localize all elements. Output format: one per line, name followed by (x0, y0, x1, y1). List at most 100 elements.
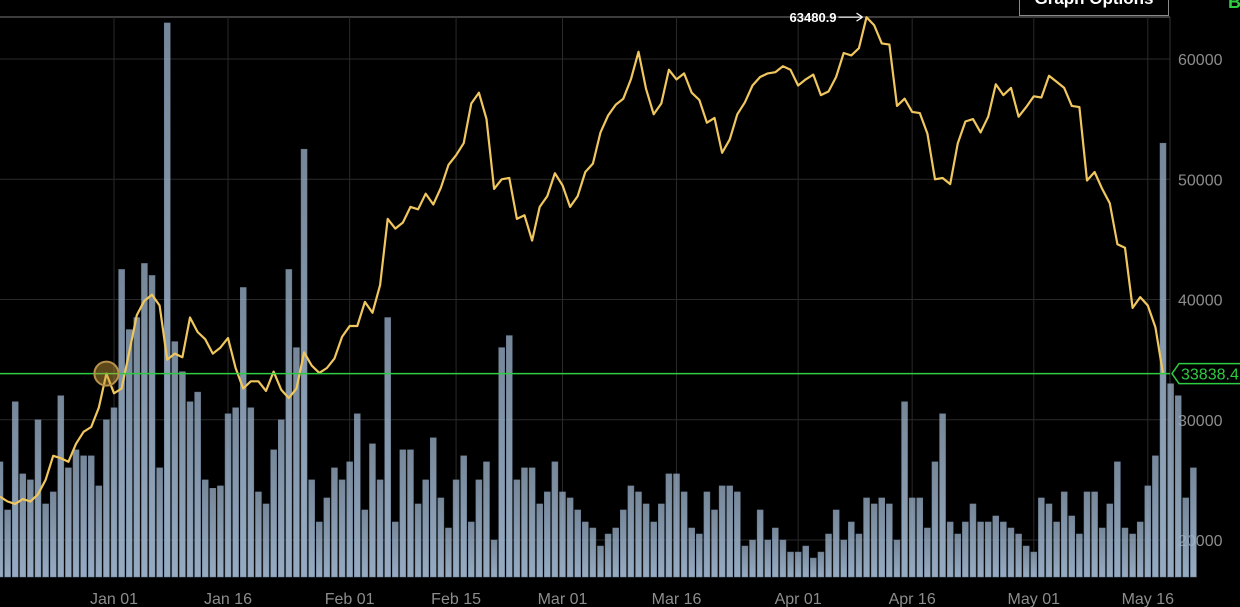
volume-bar (285, 269, 293, 578)
y-tick-label: 40000 (1178, 293, 1223, 310)
volume-bar (1076, 533, 1083, 578)
volume-bar (658, 503, 665, 578)
volume-bar (407, 449, 414, 578)
volume-bar (817, 551, 825, 578)
volume-bar (201, 479, 209, 578)
current-price-label: 33838.4 (1181, 367, 1239, 384)
volume-bar (779, 539, 787, 578)
volume-bar (156, 467, 163, 578)
volume-bar (1152, 455, 1159, 578)
volume-bar (954, 533, 962, 578)
volume-bar (95, 485, 103, 578)
volume-bar (544, 491, 551, 578)
volume-bar (110, 407, 118, 578)
volume-bar (1174, 395, 1182, 578)
current-price-tag: 33838.4 (1171, 362, 1240, 385)
volume-bar (163, 22, 171, 578)
volume-bar (855, 533, 863, 578)
volume-bar (354, 413, 361, 578)
volume-bar (908, 497, 916, 578)
volume-bar (916, 497, 924, 578)
volume-bar (1022, 545, 1030, 578)
volume-bar (635, 491, 642, 578)
volume-bar (802, 545, 809, 578)
volume-bar (1190, 467, 1197, 578)
volume-bar (734, 491, 741, 578)
volume-bar (1060, 491, 1068, 578)
x-tick-label: Feb 15 (431, 591, 481, 607)
volume-bar (1106, 503, 1114, 578)
volume-bar (262, 503, 270, 578)
volume-bar (57, 395, 65, 578)
volume-bar (475, 479, 483, 578)
volume-bar (49, 491, 57, 578)
volume-bar (186, 401, 194, 578)
volume-bar (566, 497, 574, 578)
volume-bar (323, 497, 331, 578)
volume-bar (1053, 521, 1060, 578)
x-tick-label: Feb 01 (325, 591, 375, 607)
volume-bar (840, 539, 847, 578)
volume-bar (764, 539, 771, 578)
volume-bar (726, 485, 733, 578)
volume-bar (27, 479, 34, 578)
volume-bar (878, 497, 886, 578)
volume-bar (582, 521, 589, 578)
volume-bar (711, 509, 718, 578)
volume-bar (688, 527, 695, 578)
volume-bar (946, 521, 954, 578)
volume-bar (825, 533, 832, 578)
volume-bar (34, 419, 42, 578)
volume-bar (239, 287, 247, 578)
volume-bar (604, 533, 612, 578)
volume-bar (376, 479, 384, 578)
volume-bar (270, 449, 277, 578)
volume-bar (490, 539, 498, 578)
volume-bar (574, 509, 581, 578)
volume-bar (589, 527, 597, 578)
volume-bar (772, 527, 779, 578)
volume-bar (1091, 491, 1098, 578)
peak-arrow-head (856, 12, 863, 22)
volume-bar (232, 407, 239, 578)
crosshair-marker[interactable] (93, 360, 120, 387)
y-tick-label: 50000 (1178, 172, 1223, 189)
volume-bar (680, 491, 688, 578)
volume-bar (346, 461, 353, 578)
volume-bar (627, 485, 635, 578)
volume-bar (316, 521, 323, 578)
volume-bar (277, 419, 285, 578)
volume-bar (794, 551, 802, 578)
volume-bar (171, 341, 179, 578)
x-tick-label: Apr 01 (775, 591, 822, 607)
volume-bar (559, 491, 566, 578)
volume-bar (620, 509, 627, 578)
volume-bar (80, 455, 87, 578)
volume-bar (437, 497, 445, 578)
volume-bar (72, 449, 80, 578)
volume-bar (422, 479, 429, 578)
volume-bar (430, 437, 437, 578)
volume-bar (369, 443, 376, 578)
volume-bar (338, 479, 346, 578)
volume-bar (992, 515, 1000, 578)
volume-bar (1045, 503, 1053, 578)
volume-bar (19, 473, 27, 578)
volume-bar (650, 521, 657, 578)
volume-bar (4, 509, 11, 578)
volume-bar (0, 461, 4, 578)
graph-options-button[interactable]: Graph Options (1019, 0, 1169, 16)
volume-bar (665, 473, 673, 578)
volume-bar (148, 275, 156, 578)
volume-bar (962, 521, 969, 578)
volume-bar (399, 449, 407, 578)
x-tick-label: Mar 01 (538, 591, 588, 607)
volume-bar (414, 503, 422, 578)
volume-bar (696, 533, 703, 578)
volume-bar (361, 509, 369, 578)
volume-bar (217, 485, 224, 578)
volume-bar (863, 497, 870, 578)
volume-bar (452, 479, 460, 578)
volume-bar (179, 371, 186, 578)
